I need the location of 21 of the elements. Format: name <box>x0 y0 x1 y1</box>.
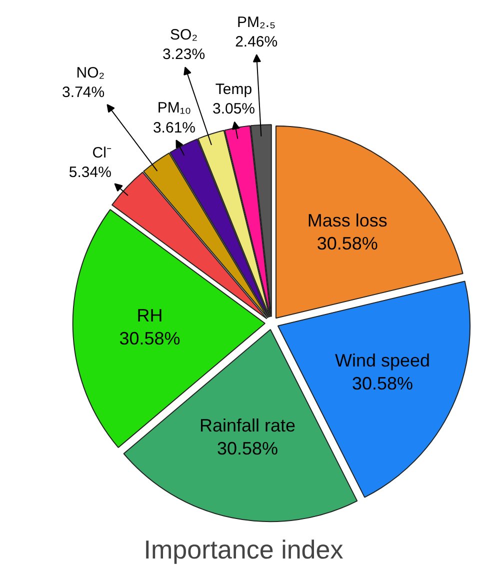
data-label: 3.74% <box>62 84 105 102</box>
data-label: 30.58% <box>316 233 378 254</box>
slice-label: Cl⁻ <box>92 144 112 162</box>
slice-label: PM₁₀ <box>157 100 192 117</box>
data-label: 5.34% <box>68 164 112 181</box>
slice-label: Rainfall rate <box>199 415 296 436</box>
slice-label: PM₂.₅ <box>237 14 276 31</box>
data-label: 30.58% <box>216 438 278 458</box>
data-label: 3.23% <box>162 46 206 64</box>
data-label: 3.05% <box>212 100 256 118</box>
slice-label: Wind speed <box>334 350 430 371</box>
slice-label: RH <box>136 306 163 326</box>
data-label: 2.46% <box>235 33 278 50</box>
data-label: 3.61% <box>152 119 196 136</box>
slice-label: NO₂ <box>76 64 105 82</box>
data-label: 30.58% <box>352 374 414 394</box>
slice-label: Temp <box>215 81 252 98</box>
text: Importance index <box>144 534 344 564</box>
slice-label: Mass loss <box>307 210 388 230</box>
slice-label: SO₂ <box>170 26 198 44</box>
data-label: 30.58% <box>119 328 180 349</box>
